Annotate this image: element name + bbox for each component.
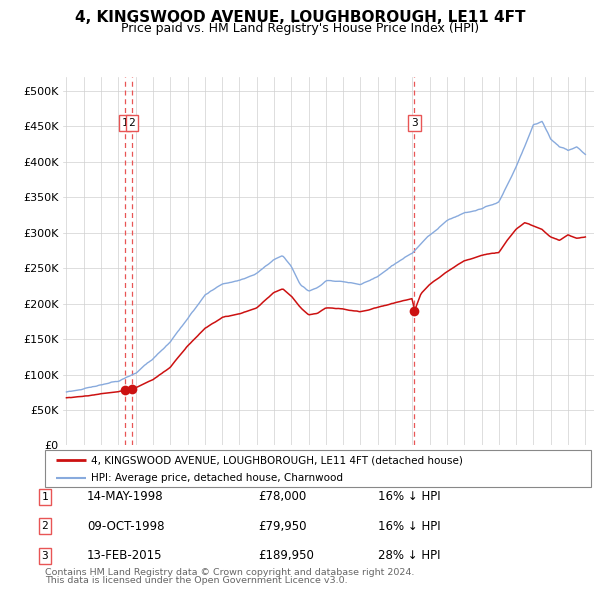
Text: 4, KINGSWOOD AVENUE, LOUGHBOROUGH, LE11 4FT: 4, KINGSWOOD AVENUE, LOUGHBOROUGH, LE11 … bbox=[75, 10, 525, 25]
Text: £189,950: £189,950 bbox=[258, 549, 314, 562]
Text: 16% ↓ HPI: 16% ↓ HPI bbox=[378, 490, 440, 503]
Text: 2: 2 bbox=[128, 118, 135, 128]
Text: 3: 3 bbox=[41, 551, 49, 560]
Text: 13-FEB-2015: 13-FEB-2015 bbox=[87, 549, 163, 562]
Text: Price paid vs. HM Land Registry's House Price Index (HPI): Price paid vs. HM Land Registry's House … bbox=[121, 22, 479, 35]
Text: Contains HM Land Registry data © Crown copyright and database right 2024.: Contains HM Land Registry data © Crown c… bbox=[45, 568, 415, 577]
Text: 3: 3 bbox=[411, 118, 418, 128]
Text: £79,950: £79,950 bbox=[258, 520, 307, 533]
Text: £78,000: £78,000 bbox=[258, 490, 306, 503]
Text: 1: 1 bbox=[41, 492, 49, 502]
Text: 1: 1 bbox=[121, 118, 128, 128]
Text: 14-MAY-1998: 14-MAY-1998 bbox=[87, 490, 164, 503]
Text: This data is licensed under the Open Government Licence v3.0.: This data is licensed under the Open Gov… bbox=[45, 576, 347, 585]
Text: 16% ↓ HPI: 16% ↓ HPI bbox=[378, 520, 440, 533]
Text: HPI: Average price, detached house, Charnwood: HPI: Average price, detached house, Char… bbox=[91, 473, 343, 483]
Text: 2: 2 bbox=[41, 522, 49, 531]
Text: 09-OCT-1998: 09-OCT-1998 bbox=[87, 520, 164, 533]
Text: 28% ↓ HPI: 28% ↓ HPI bbox=[378, 549, 440, 562]
Text: 4, KINGSWOOD AVENUE, LOUGHBOROUGH, LE11 4FT (detached house): 4, KINGSWOOD AVENUE, LOUGHBOROUGH, LE11 … bbox=[91, 455, 463, 466]
